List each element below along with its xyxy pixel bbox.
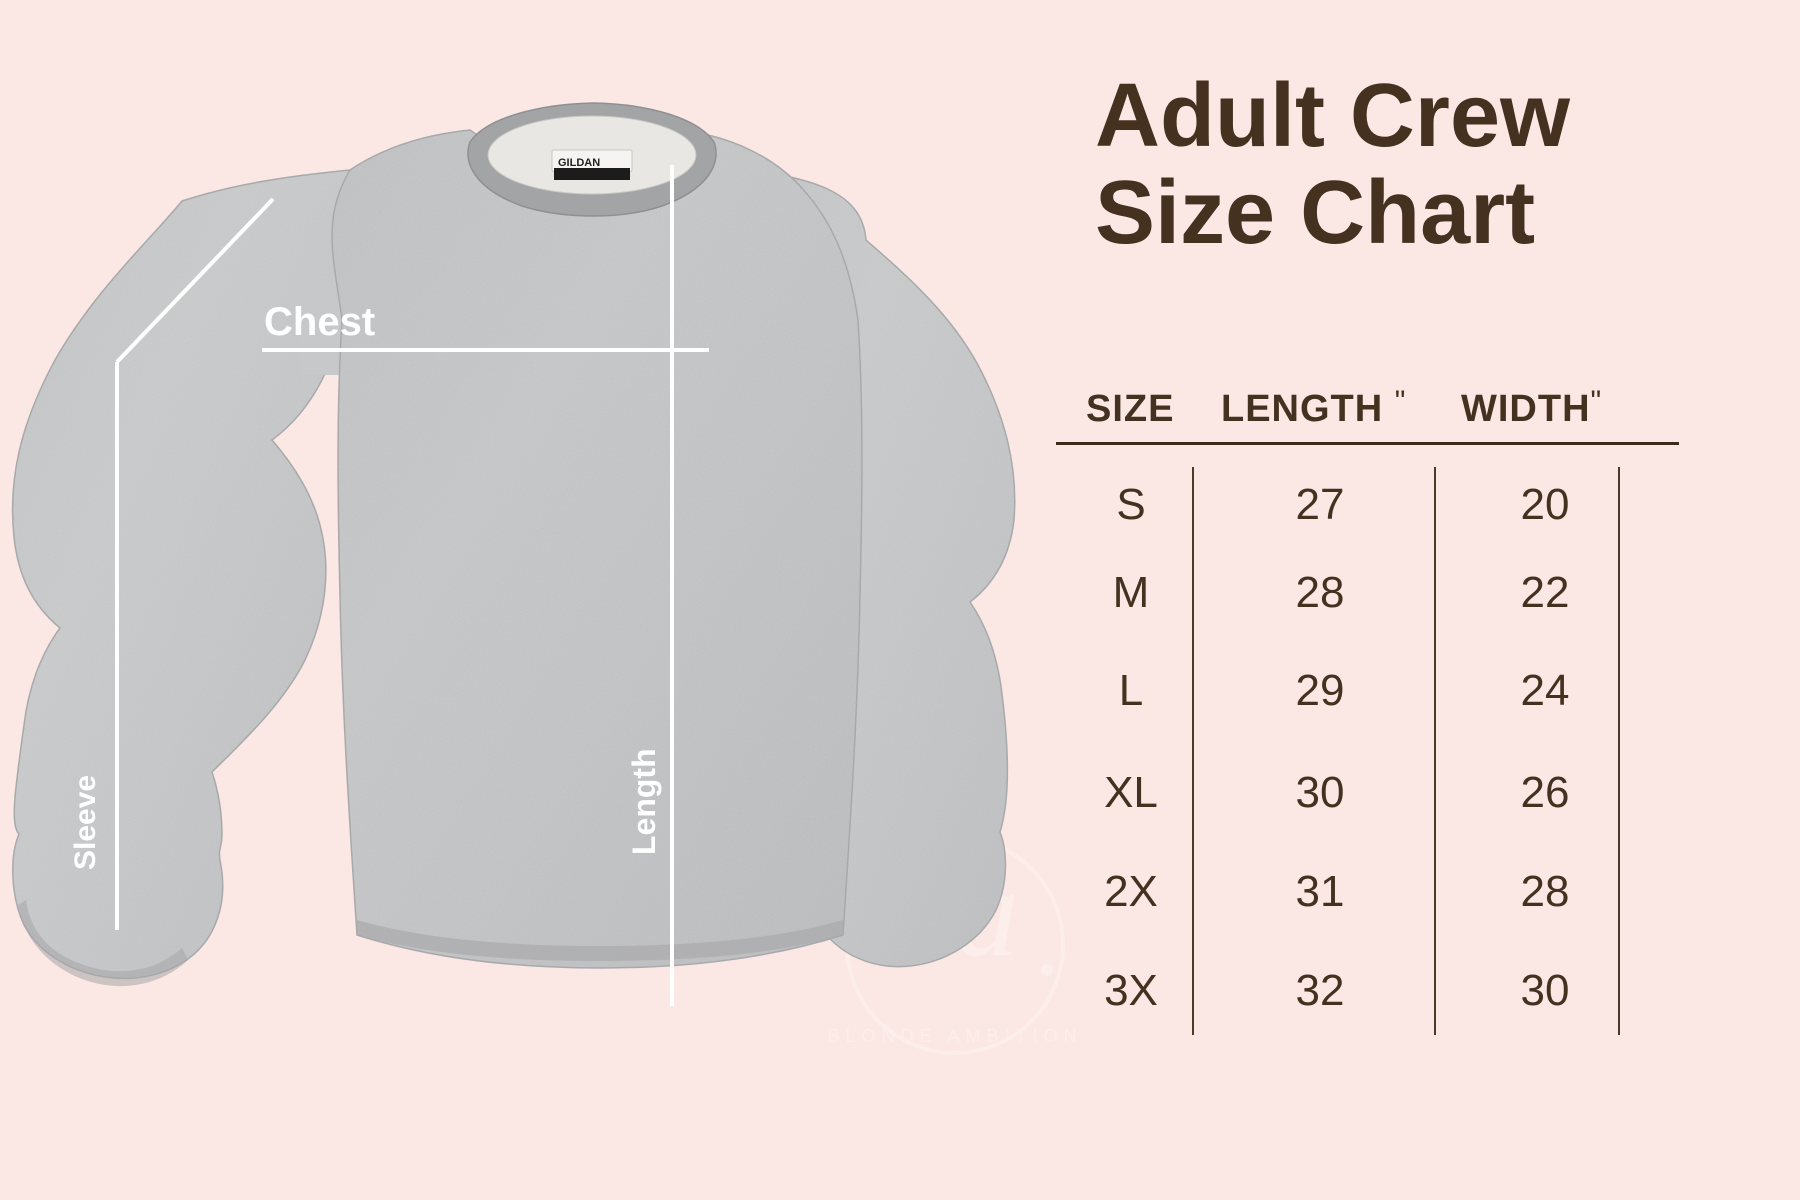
svg-text:Sleeve: Sleeve — [69, 775, 102, 870]
svg-text:Chest: Chest — [264, 300, 375, 344]
svg-text:GILDAN: GILDAN — [558, 157, 600, 169]
svg-text:Length: Length — [626, 748, 662, 855]
svg-text:BLONDE AMBITION: BLONDE AMBITION — [827, 1026, 1082, 1046]
